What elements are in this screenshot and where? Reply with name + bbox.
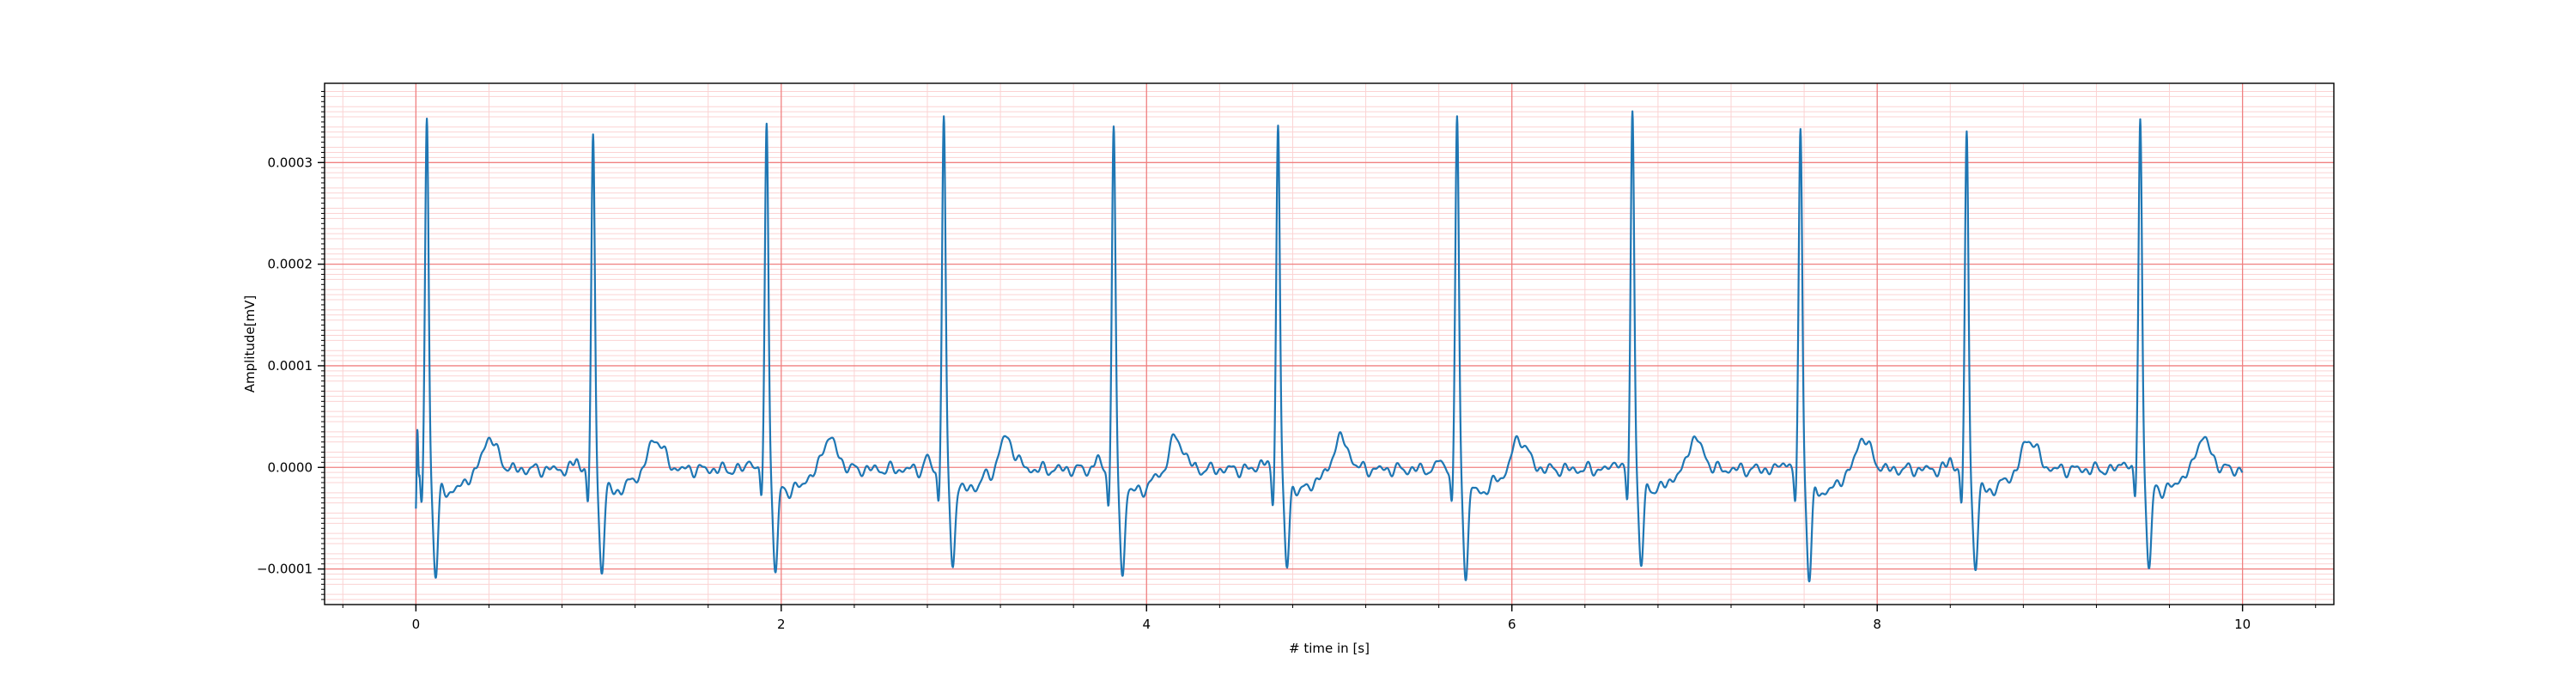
y-tick-label: 0.0001 bbox=[268, 358, 313, 374]
y-tick-label: 0.0000 bbox=[268, 459, 313, 475]
x-tick-label: 0 bbox=[412, 617, 421, 632]
y-tick-label: −0.0001 bbox=[257, 562, 313, 577]
x-tick-label: 8 bbox=[1873, 617, 1881, 632]
y-axis-label: Amplitude[mV] bbox=[242, 295, 258, 392]
y-tick-labels: −0.0001 0.0000 0.0001 0.0002 0.0003 bbox=[257, 155, 313, 576]
x-tick-label: 2 bbox=[777, 617, 786, 632]
x-tick-label: 4 bbox=[1142, 617, 1151, 632]
major-grid bbox=[325, 83, 2334, 605]
y-tick-label: 0.0002 bbox=[268, 257, 313, 272]
x-tick-labels: 0 2 4 6 8 10 bbox=[412, 617, 2251, 632]
ecg-signal-line bbox=[416, 112, 2242, 582]
minor-grid bbox=[325, 83, 2334, 605]
y-tick-label: 0.0003 bbox=[268, 155, 313, 170]
plot-frame bbox=[325, 83, 2334, 605]
x-tick-label: 10 bbox=[2234, 617, 2251, 632]
x-axis-label: # time in [s] bbox=[1289, 641, 1370, 656]
x-tick-label: 6 bbox=[1508, 617, 1516, 632]
